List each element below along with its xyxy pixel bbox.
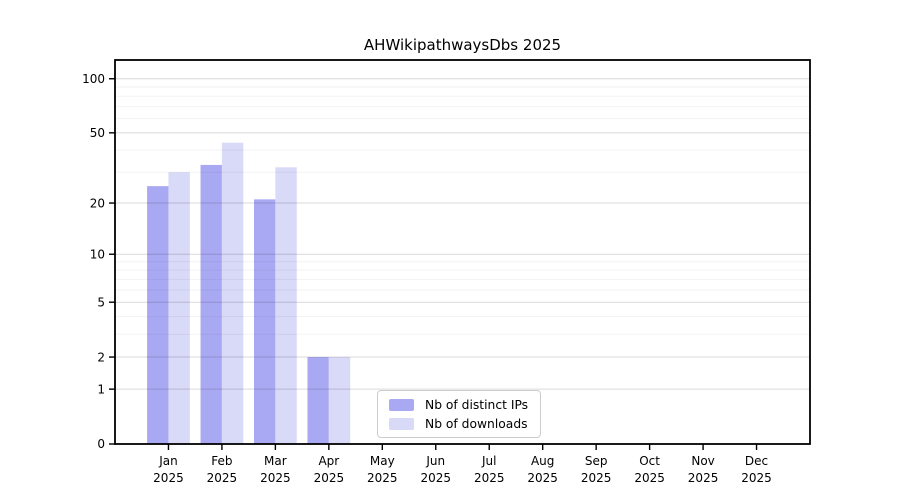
x-tick-year-label: 2025 — [420, 471, 451, 485]
y-tick-label: 2 — [97, 350, 105, 364]
x-tick-month-label: Jul — [481, 454, 496, 468]
legend-item-distinct-ips: Nb of distinct IPs — [389, 397, 528, 412]
legend-item-downloads: Nb of downloads — [389, 416, 528, 431]
chart-title: AHWikipathwaysDbs 2025 — [363, 36, 562, 54]
x-tick-month-label: Dec — [745, 454, 768, 468]
y-tick-label: 20 — [90, 196, 105, 210]
x-tick-year-label: 2025 — [474, 471, 505, 485]
y-tick-label: 1 — [97, 382, 105, 396]
y-tick-label: 0 — [97, 437, 105, 451]
x-tick-year-label: 2025 — [634, 471, 665, 485]
x-tick-month-label: Jan — [158, 454, 178, 468]
x-tick-month-label: May — [370, 454, 395, 468]
x-tick-year-label: 2025 — [367, 471, 398, 485]
x-tick-month-label: Feb — [211, 454, 232, 468]
y-tick-label: 100 — [82, 72, 105, 86]
legend-swatch-downloads — [389, 417, 414, 430]
x-tick-year-label: 2025 — [688, 471, 719, 485]
plot-border — [114, 59, 811, 445]
x-tick-year-label: 2025 — [581, 471, 612, 485]
bar-distinct-ips-mar — [254, 199, 276, 444]
x-tick-month-label: Nov — [691, 454, 714, 468]
x-tick-month-label: Aug — [531, 454, 554, 468]
y-tick-label: 50 — [90, 126, 105, 140]
legend-swatch-distinct-ips — [389, 398, 414, 411]
legend: Nb of distinct IPs Nb of downloads — [377, 390, 542, 438]
y-tick-label: 10 — [90, 247, 105, 261]
x-tick-month-label: Apr — [318, 454, 339, 468]
legend-label-distinct-ips: Nb of distinct IPs — [425, 397, 529, 412]
x-tick-year-label: 2025 — [153, 471, 184, 485]
y-tick-label: 5 — [97, 295, 105, 309]
legend-label-downloads: Nb of downloads — [425, 416, 528, 431]
bar-downloads-jan — [168, 172, 190, 445]
x-tick-month-label: Sep — [585, 454, 608, 468]
bar-downloads-feb — [221, 142, 244, 445]
bar-distinct-ips-feb — [200, 164, 222, 445]
x-tick-year-label: 2025 — [527, 471, 558, 485]
bar-downloads-mar — [275, 167, 297, 444]
x-tick-year-label: 2025 — [314, 471, 345, 485]
x-tick-month-label: Oct — [639, 454, 660, 468]
bar-downloads-apr — [328, 357, 351, 444]
bar-distinct-ips-jan — [147, 186, 169, 444]
bar-distinct-ips-apr — [307, 357, 329, 444]
x-tick-year-label: 2025 — [207, 471, 238, 485]
x-tick-year-label: 2025 — [741, 471, 772, 485]
x-tick-month-label: Jun — [425, 454, 445, 468]
x-tick-year-label: 2025 — [260, 471, 291, 485]
x-tick-month-label: Mar — [264, 454, 287, 468]
